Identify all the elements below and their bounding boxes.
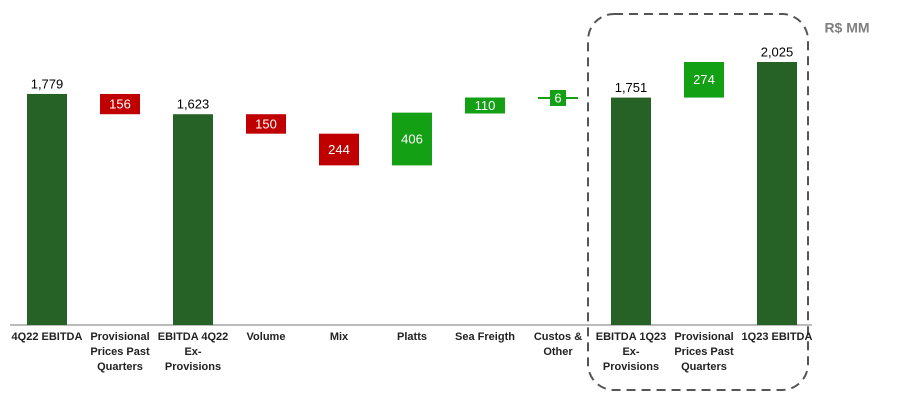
x-tick-label: Custos & Other: [533, 331, 583, 358]
bar: [100, 93, 140, 115]
value-label: 156: [109, 97, 131, 112]
x-tick-label: EBITDA 1Q23 Ex-Provisions: [595, 331, 667, 373]
value-label: 1,779: [31, 76, 64, 91]
bar: [611, 97, 651, 325]
bar: [173, 114, 213, 325]
bar: [319, 133, 359, 166]
bar: [757, 62, 797, 325]
value-label: 1,623: [177, 97, 210, 112]
value-label: 6: [554, 90, 561, 105]
unit-label: R$ MM: [824, 20, 869, 36]
x-tick-label: Sea Freigth: [455, 331, 515, 343]
x-tick-label: Provisional Prices Past Quarters: [90, 331, 150, 373]
value-label: 406: [401, 131, 423, 146]
label-box: [550, 89, 566, 106]
bar: [27, 93, 67, 325]
value-label: 2,025: [761, 44, 794, 59]
value-label: 244: [328, 142, 350, 157]
value-label: 1,751: [615, 80, 648, 95]
value-label: 110: [475, 98, 496, 113]
value-label: 150: [255, 116, 277, 131]
bar: [684, 62, 724, 98]
x-tick-label: Platts: [397, 331, 427, 343]
highlight-frame: [587, 13, 809, 391]
bar: [392, 112, 432, 166]
x-tick-label: Provisional Prices Past Quarters: [674, 331, 734, 373]
x-tick-label: 1Q23 EBITDA: [741, 331, 813, 343]
label-box: [465, 97, 505, 114]
x-tick-label: 4Q22 EBITDA: [11, 331, 83, 343]
value-label: 274: [693, 72, 715, 87]
x-tick-label: EBITDA 4Q22 Ex-Provisions: [157, 331, 229, 373]
x-tick-label: Mix: [329, 331, 349, 343]
x-tick-label: Volume: [246, 331, 286, 343]
bar: [246, 114, 286, 134]
